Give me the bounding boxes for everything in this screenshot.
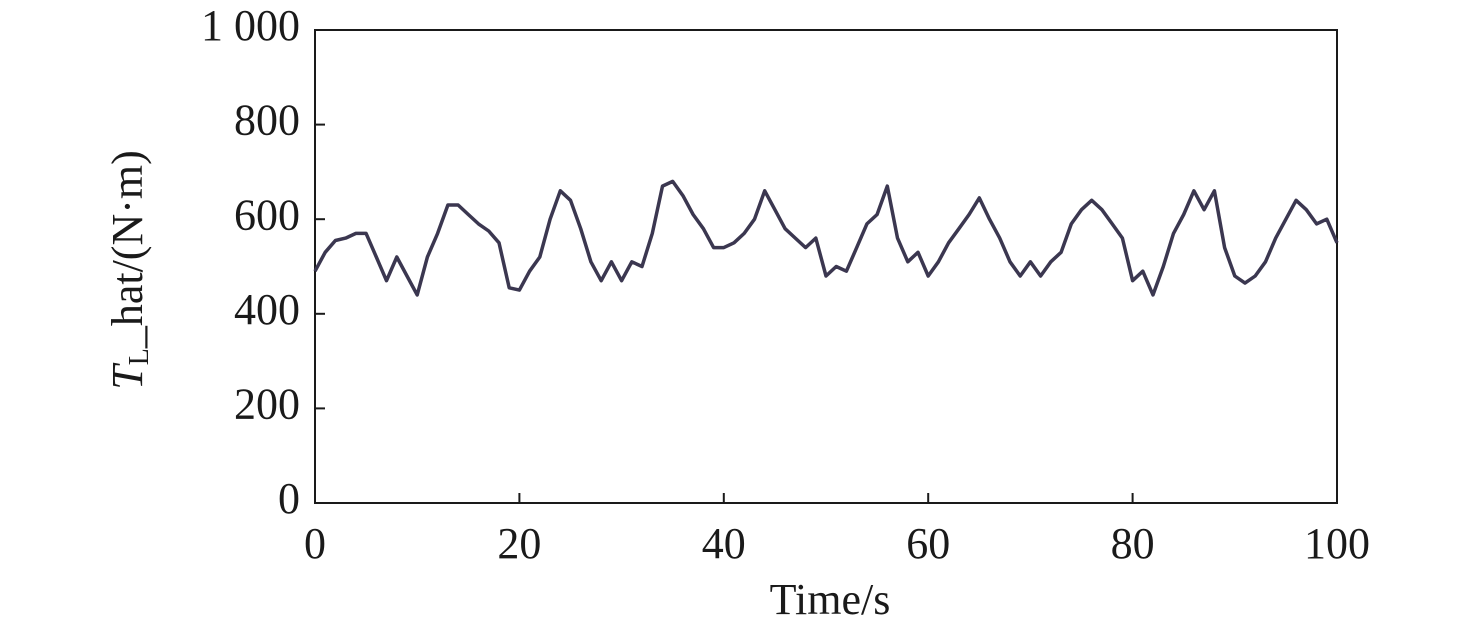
y-tick-label: 1 000	[201, 1, 300, 50]
y-tick-label: 600	[234, 190, 300, 239]
x-axis-label: Time/s	[770, 575, 891, 624]
x-tick-label: 100	[1304, 519, 1370, 568]
y-tick-label: 200	[234, 379, 300, 428]
x-tick-label: 0	[304, 519, 326, 568]
x-tick-label: 80	[1111, 519, 1155, 568]
x-tick-label: 60	[906, 519, 950, 568]
y-tick-label: 0	[278, 474, 300, 523]
y-label-text: _hat/(N·m)	[103, 150, 152, 349]
y-tick-label: 800	[234, 96, 300, 145]
plot-frame	[314, 29, 1338, 504]
y-tick-label: 400	[234, 285, 300, 334]
data-line	[313, 179, 1339, 297]
x-tick-label: 20	[497, 519, 541, 568]
y-label-symbol: T	[103, 362, 152, 390]
x-tick-label: 40	[702, 519, 746, 568]
y-axis-label: TL_hat/(N·m)	[103, 150, 155, 390]
y-label-subscript: L	[124, 348, 155, 365]
